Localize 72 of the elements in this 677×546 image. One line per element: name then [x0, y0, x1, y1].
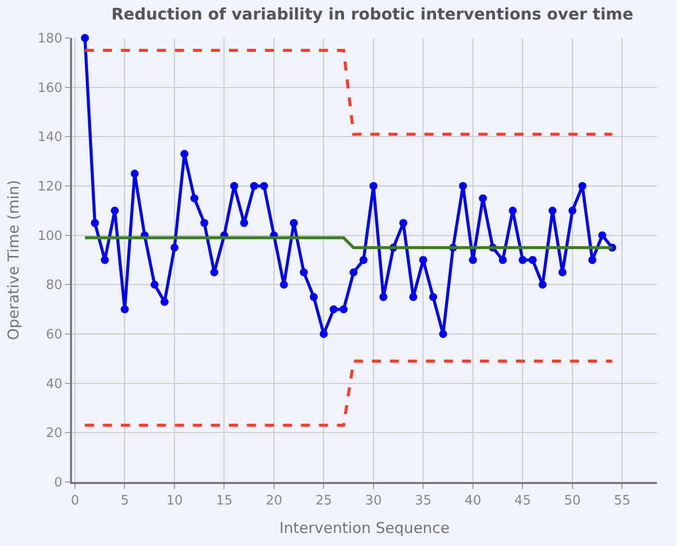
x-tick-label: 0: [70, 494, 80, 509]
point: [498, 256, 507, 264]
point: [100, 256, 109, 264]
point: [419, 256, 428, 264]
point: [120, 305, 129, 314]
x-tick-label: 45: [514, 494, 531, 509]
point: [130, 170, 139, 178]
x-tick-label: 5: [120, 494, 129, 509]
y-tick-label: 120: [38, 180, 62, 195]
x-tick-label: 50: [564, 494, 581, 509]
point: [190, 194, 198, 202]
point: [170, 244, 178, 252]
x-tick-label: 55: [614, 494, 630, 509]
point: [598, 231, 606, 240]
point: [340, 305, 348, 314]
x-tick-label: 30: [365, 494, 382, 509]
y-tick-label: 100: [38, 228, 62, 244]
y-tick-label: 40: [46, 376, 62, 392]
point: [230, 182, 238, 190]
point: [538, 280, 547, 289]
point: [150, 280, 159, 289]
point: [330, 305, 338, 314]
point: [409, 293, 418, 301]
point: [160, 298, 169, 306]
x-tick-label: 40: [464, 494, 482, 509]
point: [558, 268, 566, 276]
x-tick-label: 10: [166, 494, 183, 509]
y-tick-label: 140: [38, 130, 62, 146]
point: [90, 219, 99, 227]
point: [300, 268, 308, 276]
point: [528, 256, 537, 264]
point: [429, 293, 438, 301]
y-axis-title: Operative Time (min): [4, 180, 22, 340]
point: [360, 256, 368, 264]
point: [458, 182, 467, 190]
point: [468, 256, 477, 264]
chart-title: Reduction of variability in robotic interventions over time: [111, 4, 634, 24]
point: [518, 256, 527, 264]
point: [439, 330, 448, 338]
point: [180, 150, 188, 158]
point: [210, 268, 218, 276]
point: [260, 182, 268, 190]
point: [200, 219, 208, 227]
point: [379, 293, 388, 301]
point: [110, 206, 119, 215]
x-tick-label: 15: [216, 494, 232, 509]
y-tick-label: 80: [46, 278, 62, 294]
x-tick-label: 20: [266, 494, 282, 509]
point: [588, 256, 596, 264]
point: [478, 194, 487, 202]
point: [399, 219, 408, 227]
point: [280, 280, 288, 289]
point: [290, 219, 298, 227]
y-tick-label: 20: [46, 426, 62, 442]
point: [578, 182, 586, 190]
x-tick-label: 25: [315, 494, 332, 509]
y-tick-label: 160: [38, 80, 62, 96]
point: [80, 34, 89, 42]
point: [508, 206, 517, 215]
x-tick-label: 35: [414, 494, 432, 509]
point: [369, 182, 378, 190]
x-axis-title: Intervention Sequence: [279, 519, 450, 538]
point: [320, 330, 328, 338]
y-tick-label: 0: [54, 476, 62, 491]
y-tick-label: 60: [46, 328, 62, 343]
y-tick-label: 180: [38, 32, 62, 47]
point: [240, 219, 248, 227]
point: [548, 206, 557, 215]
point: [310, 293, 318, 301]
point: [350, 268, 358, 276]
point: [568, 206, 576, 215]
point: [250, 182, 258, 190]
